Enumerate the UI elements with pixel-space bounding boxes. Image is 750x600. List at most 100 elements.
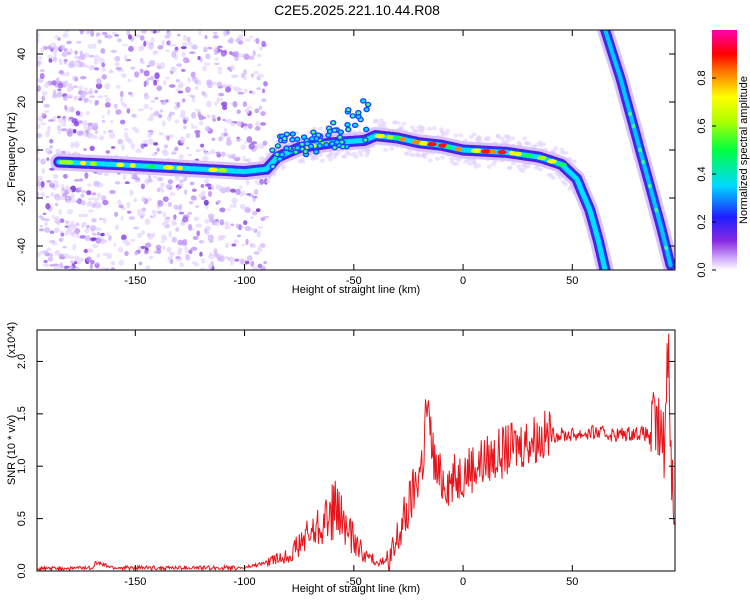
blob-core bbox=[328, 130, 332, 134]
noise-speck bbox=[49, 264, 54, 267]
noise-speck bbox=[43, 226, 51, 234]
noise-speck bbox=[216, 97, 221, 103]
blob-core bbox=[332, 128, 337, 132]
halo-speck bbox=[510, 161, 516, 166]
noise-speck bbox=[257, 226, 264, 229]
blob-core bbox=[366, 103, 370, 107]
noise-speck bbox=[53, 265, 60, 270]
noise-speck bbox=[220, 234, 227, 239]
noise-speck bbox=[190, 195, 197, 201]
noise-speck bbox=[147, 174, 152, 179]
noise-speck bbox=[175, 88, 182, 92]
blob-core bbox=[350, 114, 355, 118]
halo-speck bbox=[520, 168, 526, 173]
noise-speck bbox=[159, 109, 164, 113]
noise-speck bbox=[162, 245, 166, 250]
noise-speck bbox=[117, 199, 122, 205]
noise-speck bbox=[204, 218, 210, 224]
noise-speck bbox=[235, 38, 242, 43]
noise-speck bbox=[193, 216, 200, 221]
noise-speck bbox=[154, 72, 160, 80]
noise-speck bbox=[158, 131, 164, 136]
halo-speck bbox=[502, 139, 508, 144]
noise-speck bbox=[230, 123, 235, 127]
halo-speck bbox=[420, 126, 426, 131]
noise-speck bbox=[253, 251, 260, 255]
noise-speck bbox=[156, 248, 162, 255]
noise-speck bbox=[115, 109, 122, 115]
noise-speck bbox=[234, 157, 241, 162]
noise-speck bbox=[45, 195, 50, 199]
blob-core bbox=[338, 135, 342, 139]
noise-speck bbox=[120, 216, 124, 221]
noise-speck bbox=[221, 51, 226, 57]
noise-speck bbox=[197, 79, 202, 86]
noise-speck bbox=[68, 265, 74, 270]
halo-speck bbox=[321, 130, 327, 135]
noise-speck bbox=[47, 125, 51, 132]
blob-core bbox=[353, 123, 357, 127]
halo-speck bbox=[422, 154, 428, 159]
snr-frame bbox=[36, 329, 676, 572]
noise-speck bbox=[124, 54, 128, 62]
noise-speck bbox=[187, 224, 193, 231]
noise-speck bbox=[98, 57, 105, 64]
noise-speck bbox=[181, 51, 186, 58]
halo-speck bbox=[353, 155, 359, 160]
noise-speck bbox=[236, 109, 241, 115]
noise-speck bbox=[195, 223, 203, 228]
noise-speck bbox=[170, 67, 177, 72]
noise-speck bbox=[37, 133, 43, 138]
noise-speck bbox=[150, 37, 155, 44]
noise-speck bbox=[67, 189, 73, 193]
noise-speck bbox=[170, 44, 177, 47]
noise-speck bbox=[57, 117, 64, 124]
noise-speck bbox=[153, 79, 158, 86]
halo-speck bbox=[495, 134, 501, 139]
noise-speck bbox=[144, 218, 151, 225]
noise-speck bbox=[96, 253, 101, 259]
halo-speck bbox=[344, 150, 350, 155]
noise-speck bbox=[188, 249, 193, 255]
noise-speck bbox=[141, 207, 147, 212]
noise-speck bbox=[163, 144, 169, 149]
noise-speck bbox=[256, 182, 261, 186]
halo-speck bbox=[453, 133, 459, 138]
noise-speck bbox=[213, 62, 220, 66]
blob-core bbox=[303, 149, 308, 153]
noise-speck bbox=[217, 116, 221, 121]
x-tick-label: 50 bbox=[566, 275, 578, 287]
noise-speck bbox=[87, 183, 92, 187]
halo-speck bbox=[395, 120, 401, 125]
noise-speck bbox=[200, 183, 205, 188]
noise-speck bbox=[243, 126, 248, 131]
noise-speck bbox=[60, 232, 65, 237]
blob-core bbox=[316, 133, 321, 137]
blob-core bbox=[335, 140, 339, 144]
noise-speck bbox=[204, 34, 208, 40]
halo-speck bbox=[391, 120, 397, 125]
x-tick-label: -100 bbox=[234, 275, 256, 287]
noise-speck bbox=[166, 246, 172, 253]
noise-speck bbox=[263, 261, 267, 265]
noise-speck bbox=[180, 221, 186, 227]
noise-speck bbox=[262, 88, 266, 94]
noise-speck bbox=[173, 49, 179, 53]
halo-speck bbox=[265, 179, 271, 184]
noise-speck bbox=[104, 267, 110, 270]
noise-speck bbox=[94, 67, 100, 71]
halo-speck bbox=[559, 147, 565, 152]
noise-speck bbox=[153, 142, 159, 146]
noise-speck bbox=[48, 58, 53, 63]
noise-speck bbox=[203, 46, 208, 53]
noise-speck bbox=[253, 188, 259, 196]
noise-speck bbox=[215, 221, 220, 227]
noise-speck bbox=[37, 180, 41, 188]
noise-speck bbox=[71, 75, 76, 81]
noise-speck bbox=[154, 50, 159, 55]
noise-speck bbox=[212, 35, 219, 39]
noise-speck bbox=[134, 71, 140, 78]
noise-speck bbox=[243, 88, 248, 94]
noise-speck bbox=[49, 230, 55, 234]
noise-speck bbox=[64, 185, 72, 190]
